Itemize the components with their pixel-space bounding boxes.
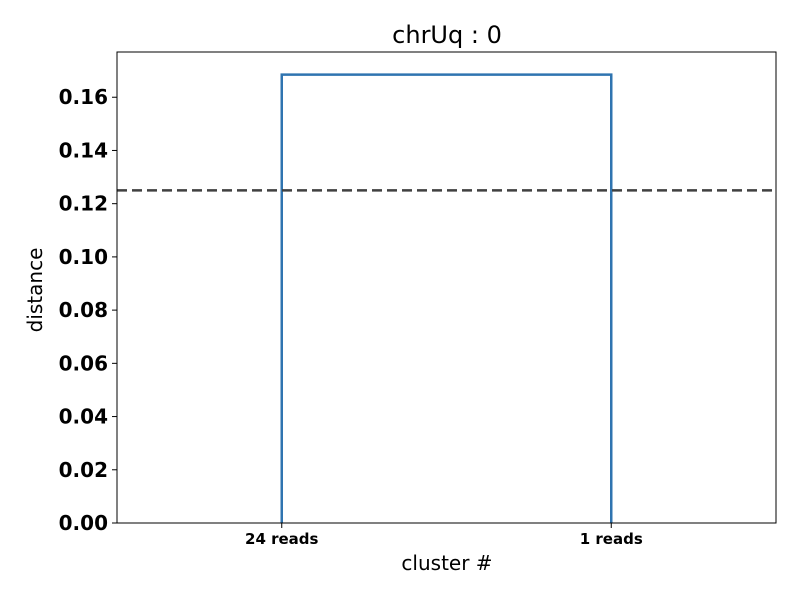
y-tick-label: 0.12 [59, 192, 108, 216]
x-axis-label: cluster # [401, 551, 492, 575]
y-tick-label: 0.00 [59, 511, 108, 535]
dendrogram-links [117, 73, 776, 523]
y-tick-label: 0.02 [59, 458, 108, 482]
dendrogram-link [280, 73, 613, 523]
y-tick-label: 0.08 [59, 298, 108, 322]
y-tick-label: 0.10 [59, 245, 108, 269]
y-axis-ticks: 0.00 0.02 0.04 0.06 0.08 0.10 0.12 0.14 0.16 [59, 85, 117, 535]
x-axis-ticks: 24 reads 1 reads [245, 523, 643, 548]
y-axis-label: distance [23, 248, 47, 333]
y-tick-label: 0.14 [59, 138, 108, 162]
plot-frame [116, 51, 777, 524]
leaf-label: 24 reads [245, 530, 319, 548]
y-tick-label: 0.16 [59, 85, 108, 109]
y-tick-label: 0.04 [59, 405, 108, 429]
chart-title: chrUq : 0 [392, 21, 502, 49]
leaf-label: 1 reads [580, 530, 643, 548]
y-tick-label: 0.06 [59, 351, 108, 375]
